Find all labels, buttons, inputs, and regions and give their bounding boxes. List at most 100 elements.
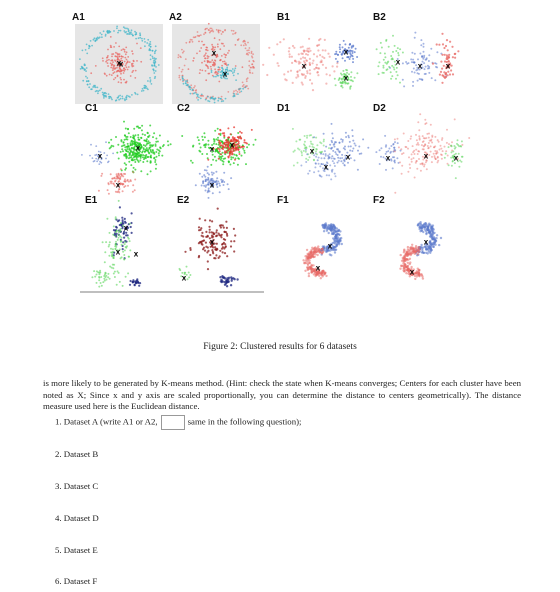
data-point [340,160,343,163]
data-point [412,248,416,252]
data-point [141,124,144,127]
data-point [309,265,312,269]
data-point [120,57,123,60]
data-point [447,60,450,63]
data-point [208,61,211,64]
data-point [416,248,419,251]
data-point [229,284,233,287]
data-point [305,146,308,149]
data-point [92,86,94,88]
data-point [331,168,334,171]
data-point [97,189,100,192]
data-point [158,134,161,137]
data-point [129,149,132,152]
data-point [407,140,410,142]
data-point [235,89,237,92]
data-point [232,137,235,140]
data-point [124,180,127,183]
data-point [432,232,435,235]
data-point [434,135,437,138]
data-point [320,60,323,64]
data-point [320,142,323,145]
data-point [124,153,127,156]
data-point [213,54,216,56]
data-point [148,43,151,45]
data-point [458,165,461,168]
data-point [118,191,121,194]
data-point [217,256,220,259]
data-point [219,74,222,77]
data-point [95,157,98,160]
data-point [423,228,426,231]
data-point [91,157,94,160]
data-point [229,143,232,146]
data-point [340,138,343,141]
data-point [121,63,124,65]
data-point [203,60,206,63]
data-point [440,153,442,156]
data-point [413,52,416,55]
data-point [453,52,456,56]
data-point [393,159,396,162]
data-point [224,56,227,59]
data-point [457,50,460,53]
data-point [327,245,330,248]
data-point [229,245,233,248]
answer-input-a[interactable] [160,415,185,430]
data-point [105,241,108,244]
data-point [243,139,246,142]
data-point [123,30,126,32]
data-point [378,163,381,165]
data-point [102,60,104,62]
data-point [420,63,423,66]
data-point [308,145,311,148]
data-point [334,53,337,56]
data-point [111,251,114,254]
data-point [316,159,319,162]
data-point [410,58,413,61]
data-point [309,72,312,75]
data-point [417,150,420,153]
data-point [215,159,218,162]
data-point [284,78,287,81]
data-point [308,156,311,159]
data-point [223,45,226,47]
data-point [187,271,190,274]
data-point [445,54,448,57]
data-point [133,139,136,142]
data-point [452,150,455,153]
data-point [128,61,131,63]
data-point [301,65,304,68]
data-point [232,74,235,77]
data-point [457,152,460,155]
data-point [309,140,312,143]
cluster-center-marker: x [424,238,429,247]
data-point [149,58,152,61]
data-point [307,272,311,275]
data-point [215,254,218,257]
data-point [315,155,318,158]
data-point [108,97,111,100]
data-point [317,156,320,159]
panel-label-b2: B2 [373,12,386,23]
data-point [106,217,109,220]
data-point [143,84,146,87]
data-point [450,69,453,72]
data-point [459,145,462,147]
data-point [430,77,433,80]
data-point [434,79,437,82]
data-point [121,183,124,186]
data-point [221,181,223,184]
data-point [213,140,216,143]
data-point [227,188,230,191]
data-point [224,243,227,246]
data-point [453,153,456,156]
data-point [128,153,131,156]
data-point [120,72,122,75]
data-point [292,150,295,153]
data-point [94,84,96,87]
data-point [113,276,116,278]
data-point [306,72,309,75]
data-point [236,163,239,166]
